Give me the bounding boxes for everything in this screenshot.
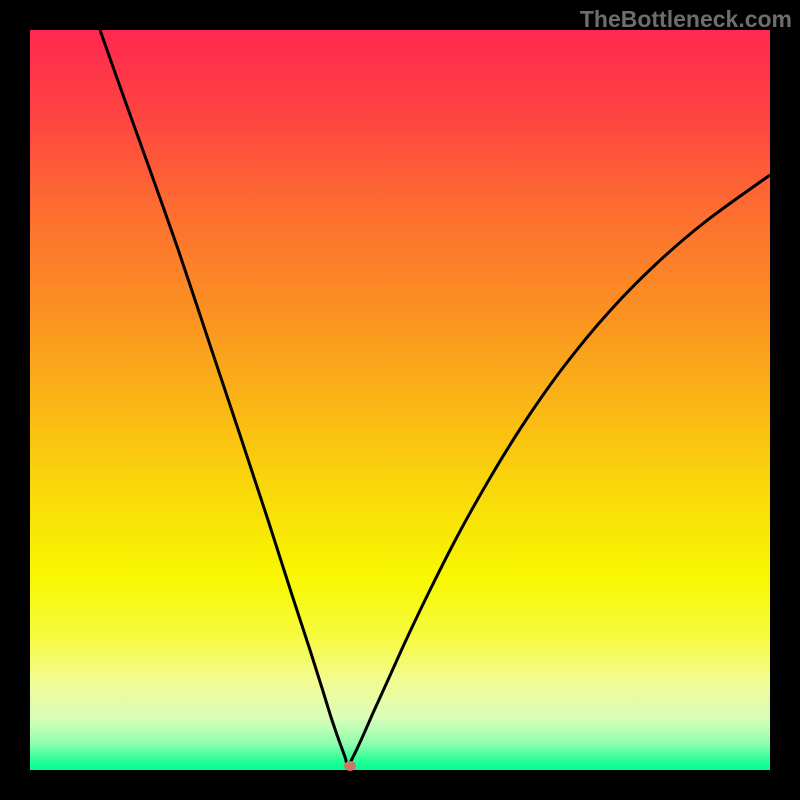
watermark-text: TheBottleneck.com	[580, 6, 792, 33]
bottleneck-curve	[0, 0, 800, 800]
minimum-marker	[344, 761, 356, 771]
chart-container: TheBottleneck.com	[0, 0, 800, 800]
